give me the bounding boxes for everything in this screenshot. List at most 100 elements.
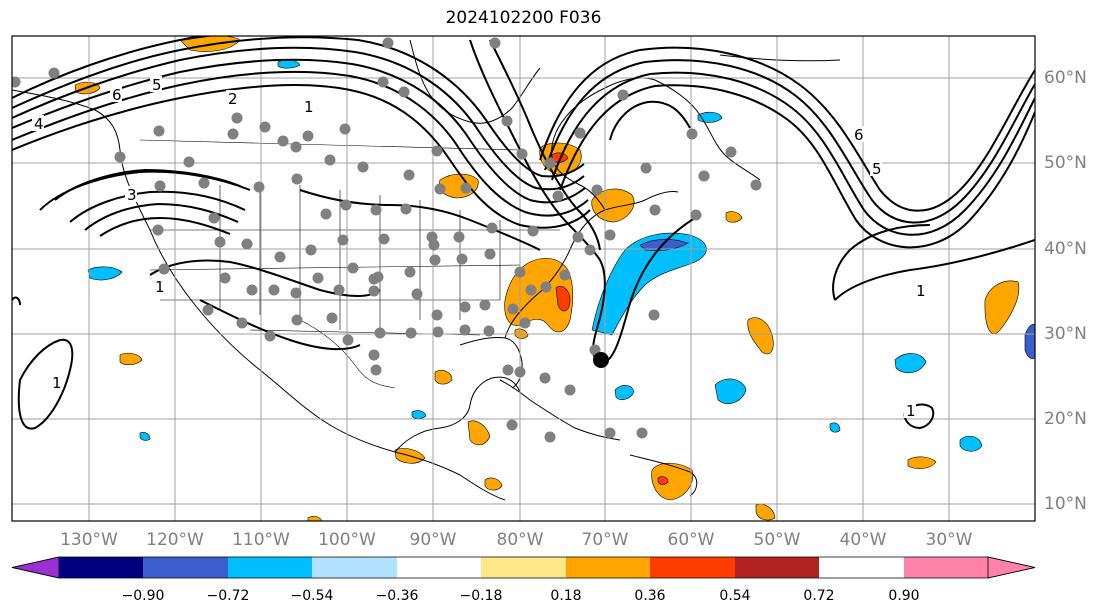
colorbar-extend-low [11, 556, 60, 579]
station-dot [636, 427, 648, 439]
station-dot [525, 284, 537, 296]
station-dot [405, 327, 417, 339]
latitude-label: 40°N [1044, 239, 1087, 259]
contour-label: 6 [112, 86, 122, 104]
colorbar-outline [11, 556, 1036, 579]
station-dot [290, 141, 302, 153]
station-dot [208, 212, 220, 224]
negative-anomaly-region [1024, 324, 1035, 360]
station-dot [253, 181, 265, 193]
station-dot [456, 253, 468, 265]
station-dot [400, 203, 412, 215]
contour-label: 1 [52, 374, 62, 392]
station-dot [357, 161, 369, 173]
station-dot [291, 314, 303, 326]
colorbar-segment [904, 557, 988, 578]
station-dot [324, 154, 336, 166]
contour-label: 2 [228, 90, 238, 108]
storm-center-marker [593, 352, 609, 368]
station-dot [333, 284, 345, 296]
longitude-label: 60°W [668, 530, 715, 550]
station-dot [368, 285, 380, 297]
station-dot [291, 173, 303, 185]
station-dot [339, 123, 351, 135]
station-dot [241, 238, 253, 250]
station-dot [347, 262, 359, 274]
contour-label: 1 [906, 402, 916, 420]
station-dot [434, 183, 446, 195]
contour-label: 6 [854, 126, 864, 144]
latitude-labels: 60°N 50°N 40°N 30°N 20°N 10°N [1044, 68, 1087, 514]
longitude-label: 40°W [840, 530, 887, 550]
station-dot [202, 304, 214, 316]
station-dot [198, 177, 210, 189]
contour-label-group: 6 5 4 3 2 1 1 6 5 1 1 1 [32, 76, 926, 420]
negative-anomaly-region [87, 266, 123, 281]
station-dot [12, 76, 21, 88]
colorbar [11, 556, 1036, 579]
station-dot [183, 156, 195, 168]
colorbar-tick-label: −0.18 [460, 588, 503, 604]
colorbar-segment [228, 557, 312, 578]
station-dot [479, 299, 491, 311]
station-dot [686, 128, 698, 140]
station-dot [404, 266, 416, 278]
station-dot [506, 419, 518, 431]
station-dot [227, 128, 239, 140]
station-dot [489, 37, 501, 49]
station-dot [459, 324, 471, 336]
station-dot [507, 303, 519, 315]
station-dot [368, 349, 380, 361]
colorbar-extend-high [987, 556, 1036, 579]
station-dot [374, 327, 386, 339]
positive-anomaly-region [591, 188, 635, 223]
station-dot [584, 244, 596, 256]
station-dot [617, 89, 629, 101]
station-dot [539, 372, 551, 384]
colorbar-tick-label: 0.54 [719, 588, 750, 604]
station-dot [231, 112, 243, 124]
negative-anomaly-region [714, 378, 747, 404]
station-dot [340, 199, 352, 211]
station-dot [552, 190, 564, 202]
colorbar-segment [481, 557, 566, 578]
graticule [12, 36, 1035, 521]
latitude-label: 60°N [1044, 68, 1087, 88]
colorbar-tick-label: −0.36 [376, 588, 419, 604]
station-dot [514, 266, 526, 278]
negative-anomaly-region [959, 435, 983, 452]
positive-anomaly-region [307, 516, 323, 521]
contour-label: 3 [127, 186, 137, 204]
contour-label: 4 [34, 115, 44, 133]
station-dot [514, 366, 526, 378]
positive-anomaly-region [907, 456, 937, 469]
negative-anomaly-region [139, 432, 151, 441]
positive-anomaly-region [984, 280, 1020, 335]
positive-anomaly-region [725, 211, 743, 223]
station-dot [432, 326, 444, 338]
station-dot [426, 231, 438, 243]
station-dot [372, 271, 384, 283]
station-dot [153, 125, 165, 137]
contour-label: 1 [155, 278, 165, 296]
positive-anomaly-region [747, 317, 774, 355]
station-dot [591, 184, 603, 196]
station-dot [501, 115, 513, 127]
longitude-label: 120°W [146, 530, 204, 550]
colorbar-segment [312, 557, 397, 578]
station-dot [527, 225, 539, 237]
negative-anomaly-region [411, 410, 427, 419]
colorbar-segment [650, 557, 735, 578]
station-dot [268, 284, 280, 296]
station-markers [12, 37, 762, 443]
station-dot [411, 288, 423, 300]
colorbar-segment [59, 557, 143, 578]
station-dot [648, 309, 660, 321]
longitude-label: 130°W [60, 530, 118, 550]
station-dot [459, 301, 471, 313]
station-dot [370, 204, 382, 216]
station-dot [378, 233, 390, 245]
longitude-labels: 130°W 120°W 110°W 100°W 90°W 80°W 70°W 6… [60, 530, 973, 550]
colorbar-tick-label: 0.36 [634, 588, 665, 604]
station-dot [259, 121, 271, 133]
